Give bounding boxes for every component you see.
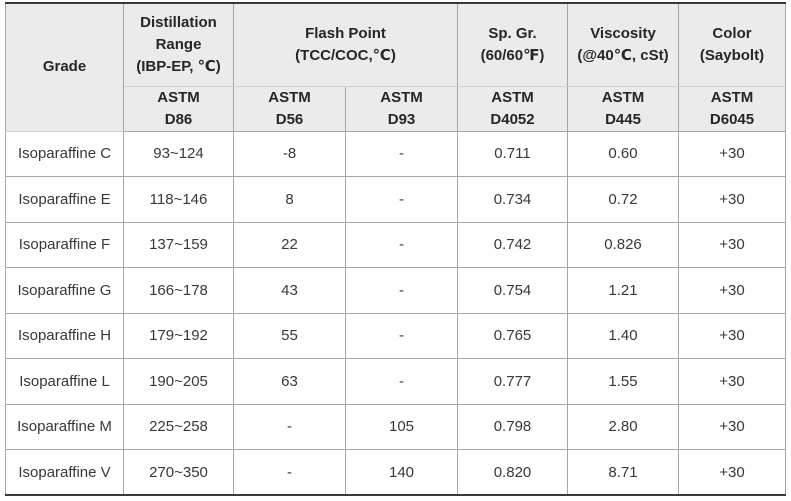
cell-grade: Isoparaffine G — [5, 267, 124, 314]
cell-d445: 0.72 — [567, 176, 679, 223]
cell-d445: 8.71 — [567, 449, 679, 496]
cell-d56: 63 — [233, 358, 346, 405]
table-row: Isoparaffine L 190~205 63 - 0.777 1.55 +… — [5, 358, 786, 405]
cell-d4052: 0.765 — [457, 312, 568, 359]
cell-d445: 1.55 — [567, 358, 679, 405]
cell-d86: 190~205 — [123, 358, 234, 405]
cell-d4052: 0.777 — [457, 358, 568, 405]
header-distillation-range: Distillation Range (IBP-EP, ℃) — [123, 2, 234, 87]
cell-d4052: 0.734 — [457, 176, 568, 223]
cell-d56: - — [233, 449, 346, 496]
product-spec-table: Grade Distillation Range (IBP-EP, ℃) Fla… — [5, 2, 786, 496]
table-row: Isoparaffine H 179~192 55 - 0.765 1.40 +… — [5, 312, 786, 359]
cell-d4052: 0.820 — [457, 449, 568, 496]
header-astm-d56: ASTM D56 — [233, 85, 346, 132]
cell-grade: Isoparaffine H — [5, 312, 124, 359]
cell-d4052: 0.798 — [457, 403, 568, 450]
cell-d6045: +30 — [678, 221, 786, 268]
cell-grade: Isoparaffine F — [5, 221, 124, 268]
cell-d56: - — [233, 403, 346, 450]
cell-d6045: +30 — [678, 267, 786, 314]
header-group-row: Grade Distillation Range (IBP-EP, ℃) Fla… — [5, 2, 786, 132]
table-header: Grade Distillation Range (IBP-EP, ℃) Fla… — [5, 2, 786, 132]
cell-d86: 270~350 — [123, 449, 234, 496]
table-row: Isoparaffine C 93~124 -8 - 0.711 0.60 +3… — [5, 130, 786, 177]
cell-d56: -8 — [233, 130, 346, 177]
header-astm-row: ASTM D86 ASTM D56 ASTM D93 ASTM D4052 AS… — [6, 85, 786, 132]
table-row: Isoparaffine E 118~146 8 - 0.734 0.72 +3… — [5, 176, 786, 223]
cell-d93: - — [345, 130, 458, 177]
cell-d445: 2.80 — [567, 403, 679, 450]
header-sp-gr: Sp. Gr. (60/60℉) — [457, 2, 568, 87]
cell-d445: 1.21 — [567, 267, 679, 314]
cell-d4052: 0.742 — [457, 221, 568, 268]
header-flash-point: Flash Point (TCC/COC,℃) — [233, 2, 458, 87]
cell-d93: - — [345, 176, 458, 223]
table-body: Isoparaffine C 93~124 -8 - 0.711 0.60 +3… — [5, 130, 786, 496]
cell-d6045: +30 — [678, 449, 786, 496]
header-astm-d445: ASTM D445 — [567, 85, 679, 132]
cell-d86: 118~146 — [123, 176, 234, 223]
table-row: Isoparaffine F 137~159 22 - 0.742 0.826 … — [5, 221, 786, 268]
cell-d56: 55 — [233, 312, 346, 359]
header-viscosity: Viscosity (@40℃, cSt) — [567, 2, 679, 87]
cell-d93: - — [345, 221, 458, 268]
cell-grade: Isoparaffine L — [5, 358, 124, 405]
cell-d86: 166~178 — [123, 267, 234, 314]
cell-d445: 0.826 — [567, 221, 679, 268]
header-astm-d86: ASTM D86 — [123, 85, 234, 132]
cell-d86: 93~124 — [123, 130, 234, 177]
cell-d445: 1.40 — [567, 312, 679, 359]
cell-d4052: 0.754 — [457, 267, 568, 314]
cell-d6045: +30 — [678, 130, 786, 177]
cell-d445: 0.60 — [567, 130, 679, 177]
table-row: Isoparaffine V 270~350 - 140 0.820 8.71 … — [5, 449, 786, 496]
header-astm-d6045: ASTM D6045 — [678, 85, 786, 132]
header-astm-d4052: ASTM D4052 — [457, 85, 568, 132]
cell-grade: Isoparaffine V — [5, 449, 124, 496]
cell-d86: 225~258 — [123, 403, 234, 450]
cell-d86: 137~159 — [123, 221, 234, 268]
cell-grade: Isoparaffine E — [5, 176, 124, 223]
cell-grade: Isoparaffine C — [5, 130, 124, 177]
table-row: Isoparaffine M 225~258 - 105 0.798 2.80 … — [5, 403, 786, 450]
cell-d6045: +30 — [678, 176, 786, 223]
header-color: Color (Saybolt) — [678, 2, 786, 87]
cell-d6045: +30 — [678, 312, 786, 359]
cell-d93: - — [345, 358, 458, 405]
cell-d86: 179~192 — [123, 312, 234, 359]
cell-d93: - — [345, 267, 458, 314]
header-grade: Grade — [5, 2, 124, 132]
cell-d56: 22 — [233, 221, 346, 268]
table-row: Isoparaffine G 166~178 43 - 0.754 1.21 +… — [5, 267, 786, 314]
cell-d93: - — [345, 312, 458, 359]
cell-d93: 140 — [345, 449, 458, 496]
cell-d56: 8 — [233, 176, 346, 223]
cell-d6045: +30 — [678, 358, 786, 405]
cell-d93: 105 — [345, 403, 458, 450]
cell-d6045: +30 — [678, 403, 786, 450]
header-astm-d93: ASTM D93 — [345, 85, 458, 132]
cell-d56: 43 — [233, 267, 346, 314]
cell-d4052: 0.711 — [457, 130, 568, 177]
cell-grade: Isoparaffine M — [5, 403, 124, 450]
